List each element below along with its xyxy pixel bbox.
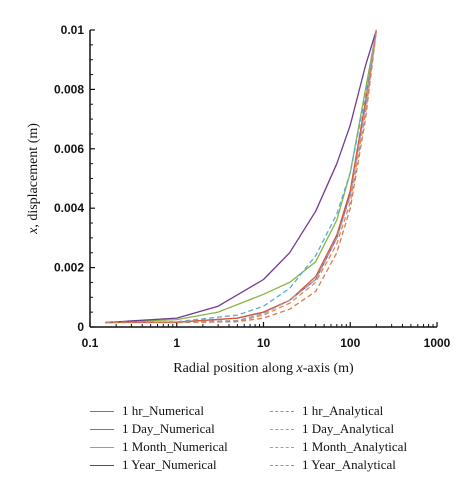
legend-swatch	[270, 446, 294, 448]
legend-label: 1 Year_Numerical	[122, 457, 217, 472]
series-line-0	[105, 29, 378, 324]
legend: 1 hr_Numerical 1 hr_Analytical 1 Day_Numer…	[90, 402, 460, 482]
legend-swatch	[270, 464, 294, 466]
y-tick-label: 0.01	[61, 23, 85, 37]
legend-label: 1 Month_Numerical	[122, 439, 228, 454]
legend-label: 1 Year_Analytical	[302, 457, 396, 472]
legend-item: 1 Day_Analytical	[270, 420, 394, 438]
x-tick-label: 100	[340, 336, 360, 350]
y-tick-label: 0	[77, 320, 84, 334]
legend-item: 1 Day_Numerical	[90, 420, 215, 438]
y-axis-title: x, displacement (m)	[26, 123, 41, 235]
y-tick-label: 0.002	[54, 261, 84, 275]
y-tick-label: 0.006	[54, 142, 84, 156]
series-line-7	[105, 29, 378, 324]
legend-swatch	[270, 410, 294, 412]
legend-swatch	[90, 464, 114, 466]
legend-label: 1 Month_Analytical	[302, 439, 408, 454]
series-line-6	[105, 29, 378, 324]
x-axis-title: Radial position along x-axis (m)	[173, 361, 354, 376]
legend-swatch	[90, 446, 114, 448]
chart: 0 0.002 0.004 0.006 0.008 0.01 0.1 1 10 100 1000 Ra…	[26, 23, 451, 376]
legend-swatch	[270, 428, 294, 430]
legend-item: 1 Month_Numerical	[90, 438, 228, 456]
legend-label: 1 Day_Numerical	[122, 421, 215, 436]
series-line-2	[105, 29, 378, 324]
series-line-1	[105, 29, 378, 324]
series-line-5	[105, 29, 378, 324]
legend-swatch	[90, 410, 114, 412]
legend-label: 1 hr_Numerical	[122, 403, 204, 418]
legend-item: 1 hr_Analytical	[270, 402, 383, 420]
legend-item: 1 Year_Numerical	[90, 456, 217, 474]
legend-label: 1 hr_Analytical	[302, 403, 384, 418]
legend-item: 1 Month_Analytical	[270, 438, 407, 456]
series-line-4	[105, 29, 378, 324]
legend-swatch	[90, 428, 114, 430]
legend-item: 1 hr_Numerical	[90, 402, 204, 420]
legend-item: 1 Year_Analytical	[270, 456, 396, 474]
series-line-3	[105, 29, 378, 324]
x-tick-label: 1000	[424, 336, 451, 350]
y-tick-label: 0.008	[54, 82, 84, 96]
x-tick-label: 0.1	[82, 336, 99, 350]
x-tick-label: 1	[173, 336, 180, 350]
y-tick-label: 0.004	[54, 201, 84, 215]
x-tick-label: 10	[257, 336, 271, 350]
legend-label: 1 Day_Analytical	[302, 421, 395, 436]
